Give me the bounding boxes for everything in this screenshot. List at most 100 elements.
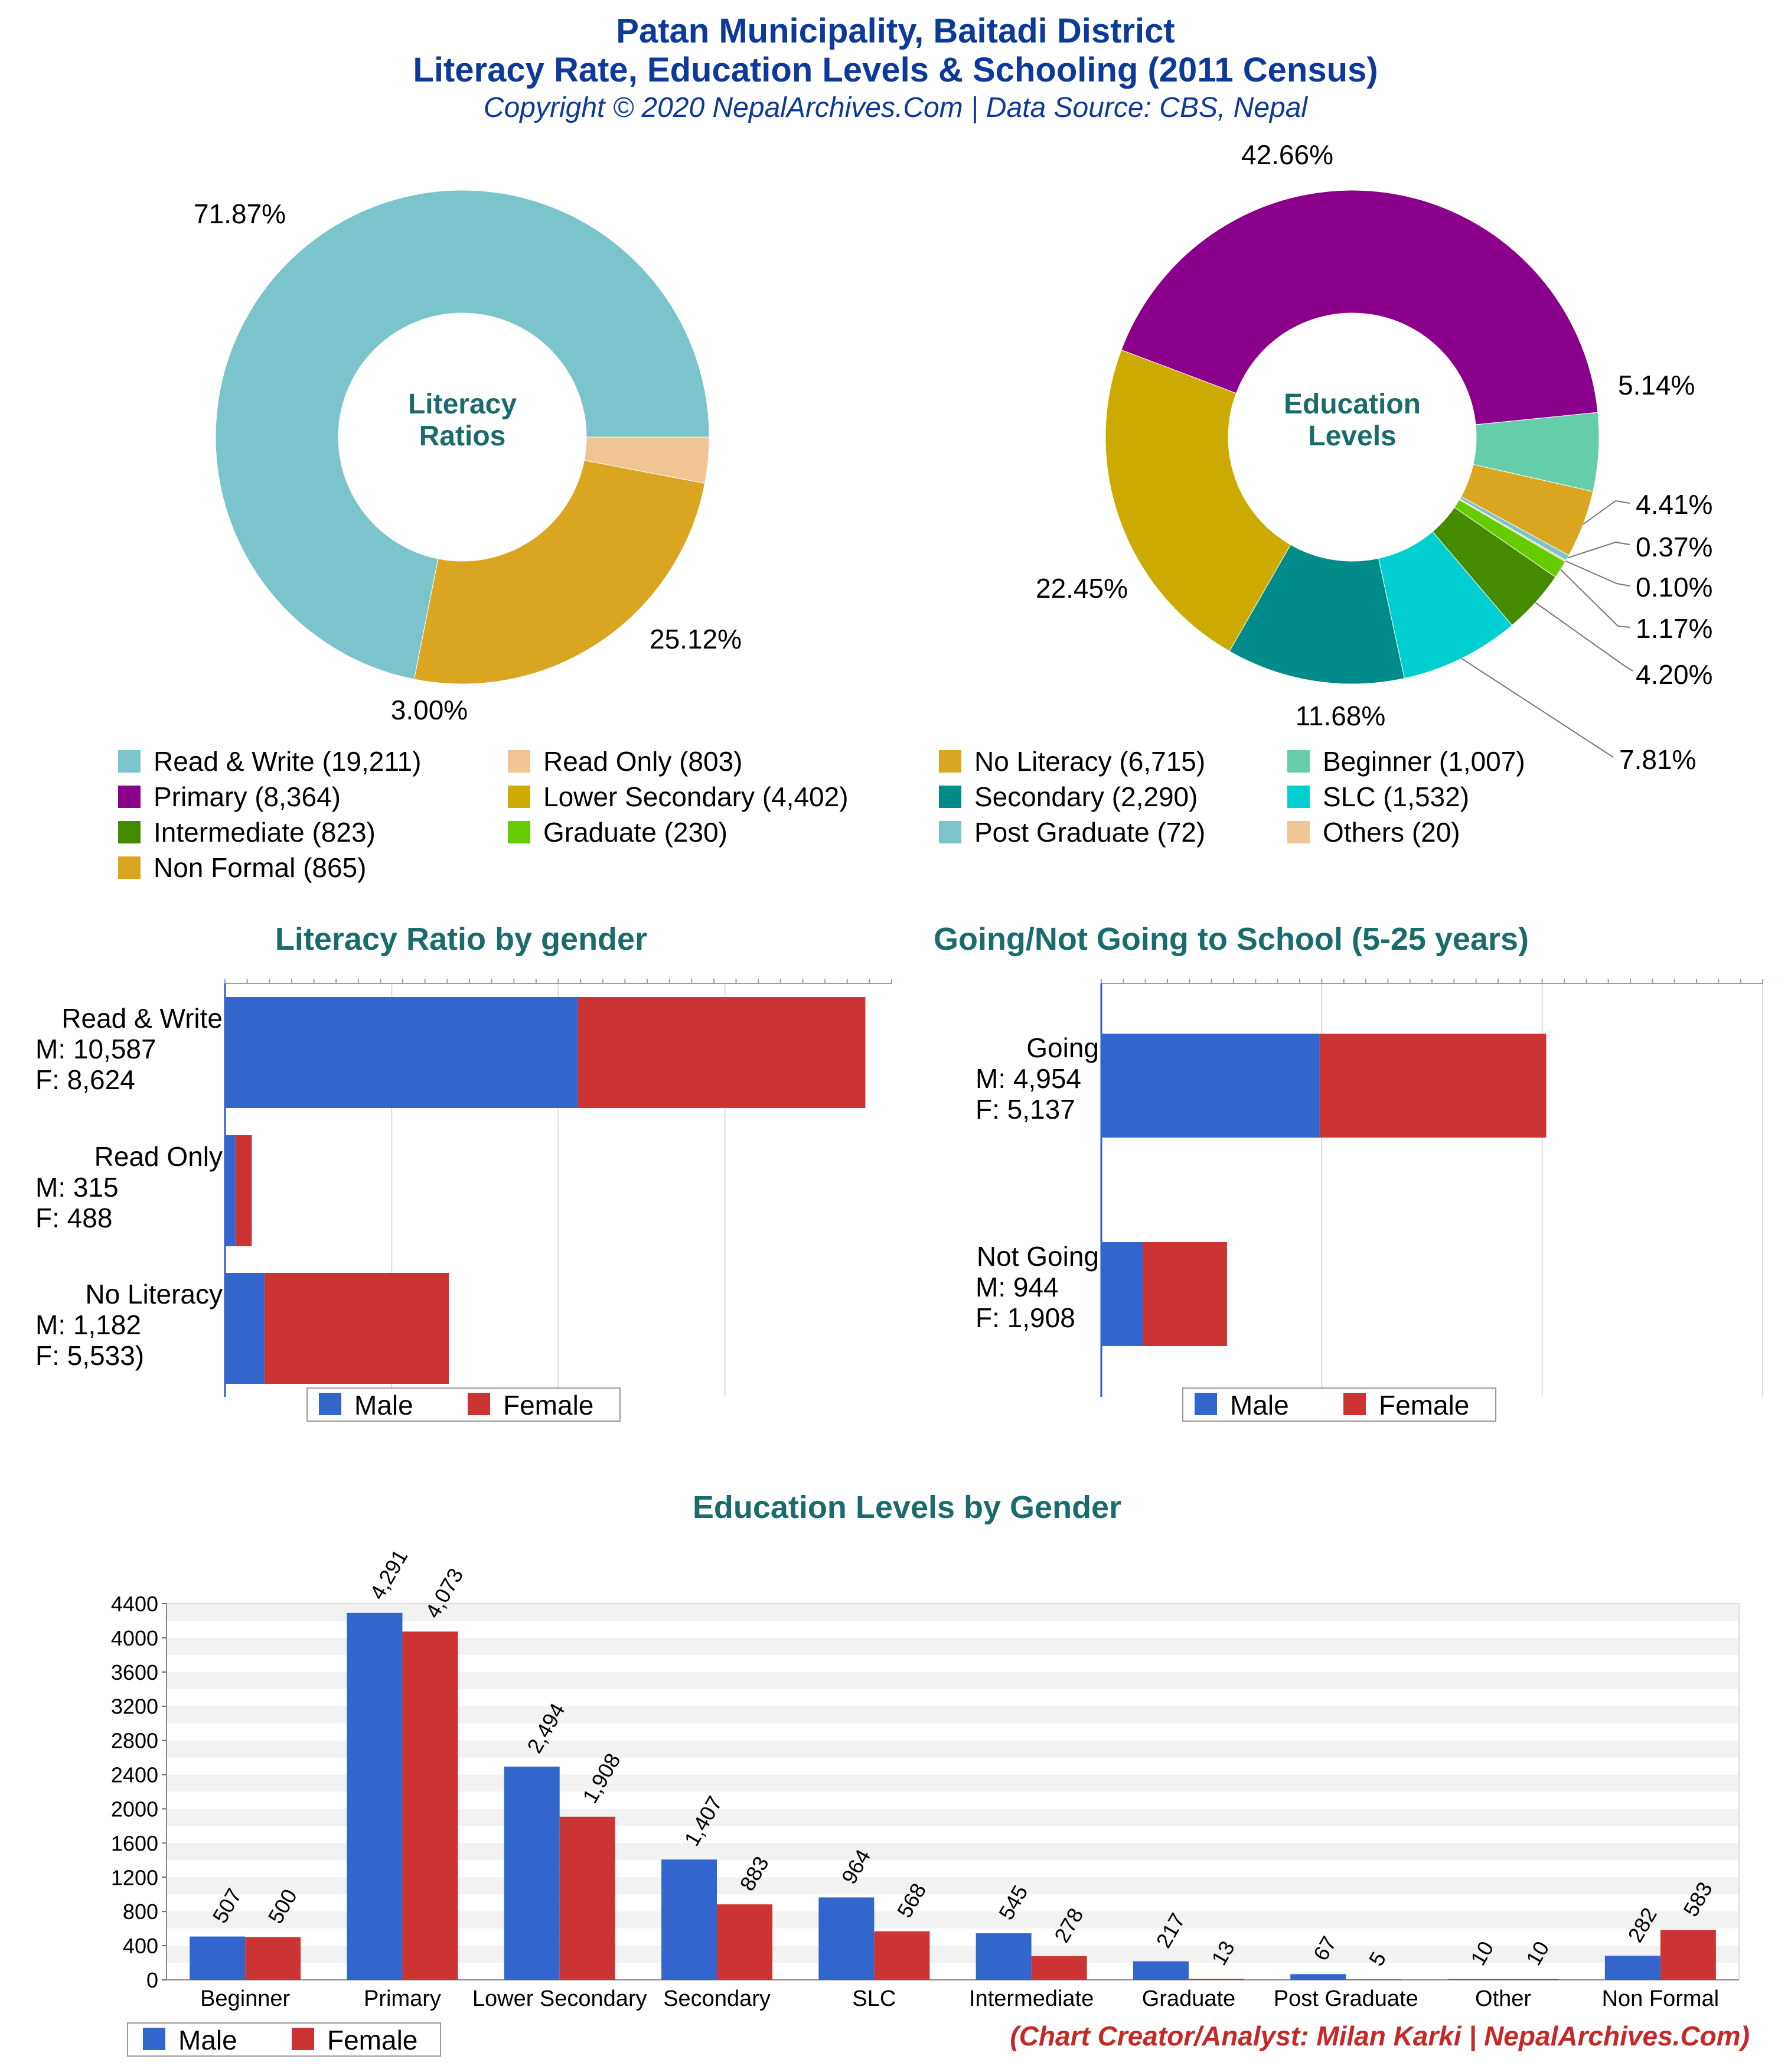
edu-gender-legend-male-swatch [143, 2028, 165, 2050]
school-gender-category-label: Not Going [977, 1241, 1099, 1272]
school-gender-female-value: F: 1,908 [976, 1302, 1075, 1333]
legend-swatch [939, 750, 961, 773]
legend-label: No Literacy (6,715) [974, 746, 1205, 777]
literacy-gender-category-label: Read & Write [61, 1003, 223, 1034]
chart-header: Patan Municipality, Baitadi District Lit… [0, 12, 1791, 126]
edu-gender-ytick: 3600 [111, 1660, 158, 1685]
literacy-gender-female-value: F: 5,533) [35, 1340, 144, 1371]
edu-gender-bar-male [504, 1766, 560, 1980]
education-donut-pct-label: 5.14% [1618, 370, 1695, 400]
school-gender-legend-female: Female [1379, 1390, 1469, 1421]
edu-gender-bar-male [976, 1933, 1032, 1980]
edu-gender-category-label: Beginner [200, 1986, 290, 2011]
legend-label: Graduate (230) [543, 817, 728, 848]
education-donut-leader-line [1461, 657, 1614, 758]
edu-gender-ytick: 400 [123, 1934, 158, 1958]
legend-swatch [118, 821, 141, 843]
literacy-gender-bar-male [225, 1135, 236, 1246]
edu-gender-ytick: 4000 [111, 1626, 158, 1650]
legend-swatch [508, 821, 530, 843]
edu-gender-bar-male [347, 1612, 403, 1980]
edu-gender-ytick: 3200 [111, 1695, 158, 1719]
edu-gender-category-label: Non Formal [1602, 1986, 1720, 2011]
literacy-gender-female-value: F: 488 [35, 1203, 112, 1233]
school-gender-category-label: Going [1026, 1032, 1099, 1063]
edu-gender-bar-female [245, 1937, 301, 1980]
edu-gender-category-label: Primary [364, 1986, 441, 2011]
literacy-gender-male-value: M: 1,182 [35, 1309, 141, 1340]
literacy-donut-pct-label: 71.87% [194, 198, 286, 229]
edu-gender-category-label: Post Graduate [1274, 1986, 1418, 2011]
literacy-donut-hole [338, 313, 586, 561]
edu-gender-bar-female [1660, 1930, 1716, 1980]
education-donut-pct-label: 4.20% [1636, 659, 1712, 690]
literacy-gender-category-label: Read Only [94, 1141, 223, 1172]
school-gender-female-value: F: 5,137 [976, 1094, 1075, 1125]
education-donut-pct-label: 0.37% [1636, 532, 1712, 562]
legend-swatch [1287, 821, 1310, 843]
school-gender-legend-male: Male [1230, 1390, 1289, 1421]
legend-swatch [118, 786, 141, 808]
education-donut-leader-line [1567, 541, 1630, 559]
edu-gender-ytick: 4400 [111, 1592, 158, 1616]
education-donut-hole [1228, 313, 1476, 561]
school-gender-bar-male [1101, 1034, 1320, 1138]
legend-swatch [508, 786, 530, 808]
education-donut-pct-label: 7.81% [1619, 744, 1696, 775]
edu-gender-female-value: 10 [1521, 1937, 1554, 1969]
edu-gender-female-value: 278 [1049, 1904, 1088, 1947]
edu-gender-category-label: Lower Secondary [472, 1986, 647, 2011]
literacy-gender-bar-female [264, 1273, 449, 1384]
edu-gender-bar-female [717, 1904, 773, 1980]
edu-gender-bar-female [874, 1931, 930, 1980]
school-gender-title: Going/Not Going to School (5-25 years) [934, 921, 1529, 957]
edu-gender-bar-female [559, 1816, 615, 1980]
edu-gender-legend-female: Female [327, 2025, 417, 2055]
literacy-gender-legend-box [306, 1387, 621, 1422]
literacy-gender-male-value: M: 10,587 [35, 1034, 156, 1064]
education-donut-pct-label: 11.68% [1296, 701, 1386, 731]
literacy-gender-bar-female [578, 997, 866, 1108]
edu-gender-male-value: 282 [1623, 1904, 1662, 1947]
education-donut-leader-line [1535, 602, 1633, 672]
edu-gender-bar-male [1133, 1961, 1189, 1980]
literacy-gender-legend-male-swatch [319, 1393, 341, 1415]
literacy-donut-pct-label: 3.00% [391, 695, 468, 725]
education-donut-leader-line [1560, 569, 1630, 628]
edu-gender-title: Education Levels by Gender [693, 1490, 1121, 1525]
edu-gender-bar-female [1031, 1956, 1087, 1980]
legend-label: Read Only (803) [543, 746, 743, 777]
edu-gender-bar-male [1604, 1956, 1660, 1980]
school-gender-legend-male-swatch [1195, 1393, 1217, 1415]
legend-swatch [508, 750, 530, 773]
legend-label: SLC (1,532) [1323, 781, 1469, 812]
edu-gender-bar-female [1188, 1979, 1244, 1980]
edu-gender-female-value: 13 [1206, 1937, 1239, 1969]
edu-gender-ytick: 2800 [111, 1729, 158, 1753]
credit-line: (Chart Creator/Analyst: Milan Karki | Ne… [1010, 2021, 1750, 2051]
literacy-donut-center-label: Literacy [408, 389, 517, 420]
literacy-gender-bar-female [235, 1135, 252, 1246]
edu-gender-legend-female-swatch [292, 2028, 314, 2050]
edu-gender-male-value: 4,291 [365, 1545, 413, 1604]
literacy-donut-pct-label: 25.12% [650, 624, 742, 654]
legend-label: Others (20) [1323, 817, 1460, 848]
school-gender-bar-female [1143, 1242, 1227, 1346]
title-line-2: Literacy Rate, Education Levels & School… [413, 51, 1378, 89]
edu-gender-bar-male [1290, 1974, 1346, 1980]
edu-gender-legend-box [127, 2022, 441, 2057]
edu-gender-legend-male: Male [178, 2025, 237, 2055]
edu-gender-bar-female [1346, 1979, 1402, 1980]
education-donut-pct-label: 0.10% [1636, 572, 1712, 602]
literacy-donut-center-label: Ratios [419, 421, 506, 452]
legend-swatch [1287, 750, 1310, 773]
edu-gender-ytick: 2000 [111, 1797, 158, 1821]
legend-swatch [118, 856, 141, 879]
legend-label: Read & Write (19,211) [154, 746, 421, 777]
edu-gender-bar-male [661, 1859, 717, 1980]
literacy-gender-bar-male [225, 1273, 265, 1384]
edu-gender-ytick: 2400 [111, 1763, 158, 1787]
edu-gender-bar-male [1447, 1979, 1503, 1980]
education-donut-pct-label: 42.66% [1241, 139, 1333, 170]
